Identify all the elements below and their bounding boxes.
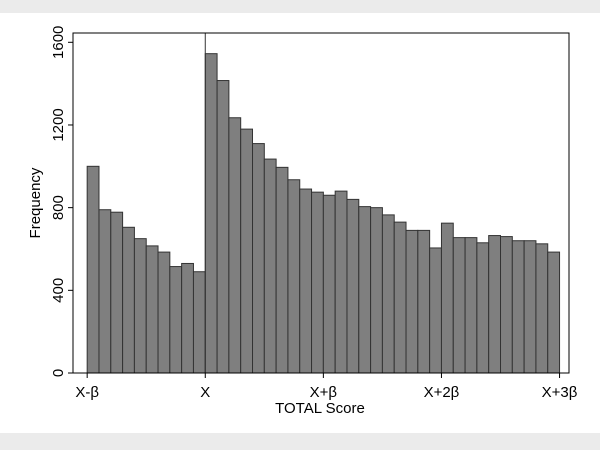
bar: [381, 214, 395, 374]
bar: [488, 235, 502, 374]
bar: [287, 179, 301, 374]
bar: [228, 117, 242, 374]
y-tick-label: 400: [50, 278, 67, 303]
bar: [511, 240, 525, 374]
bar: [252, 143, 265, 374]
x-tick-label: X+3β: [542, 384, 578, 401]
bottom-band: [0, 433, 600, 450]
bar: [110, 211, 124, 374]
bar: [334, 190, 348, 374]
bar: [358, 206, 372, 374]
bar: [145, 245, 159, 374]
bar: [476, 242, 490, 374]
bar: [405, 229, 419, 374]
bar: [204, 53, 218, 374]
plot-frame: [72, 32, 570, 374]
y-tick-label: 0: [50, 369, 67, 377]
bar: [157, 251, 171, 374]
bar: [216, 80, 230, 374]
bar: [181, 262, 194, 374]
bar: [393, 221, 407, 374]
x-tick-label: X+β: [310, 384, 338, 401]
y-tick-label: 1200: [50, 108, 67, 141]
bar: [370, 207, 383, 374]
bar: [240, 128, 254, 374]
x-tick-label: X+2β: [424, 384, 460, 401]
bar: [523, 240, 537, 374]
bar: [133, 238, 147, 374]
bar: [169, 266, 183, 374]
bar: [452, 237, 466, 374]
bar: [535, 243, 549, 374]
bar: [500, 236, 513, 374]
bar: [192, 271, 206, 374]
x-axis-title: TOTAL Score: [275, 400, 365, 417]
bar: [263, 158, 277, 374]
y-tick-label: 1600: [50, 26, 67, 59]
bar: [275, 166, 289, 374]
bar: [311, 191, 324, 374]
y-axis-title: Frequency: [27, 167, 44, 238]
bar: [122, 226, 135, 374]
bar: [322, 194, 336, 374]
bar: [86, 165, 100, 374]
bar: [429, 247, 442, 374]
bar: [417, 229, 431, 374]
bar: [547, 251, 561, 374]
bar: [440, 222, 454, 374]
bar: [98, 209, 112, 374]
y-tick-label: 800: [50, 195, 67, 220]
bar: [299, 188, 313, 374]
bar: [464, 237, 478, 374]
top-band: [0, 0, 600, 13]
x-tick-label: X: [200, 384, 210, 401]
bar: [346, 198, 360, 374]
x-tick-label: X-β: [75, 384, 99, 401]
